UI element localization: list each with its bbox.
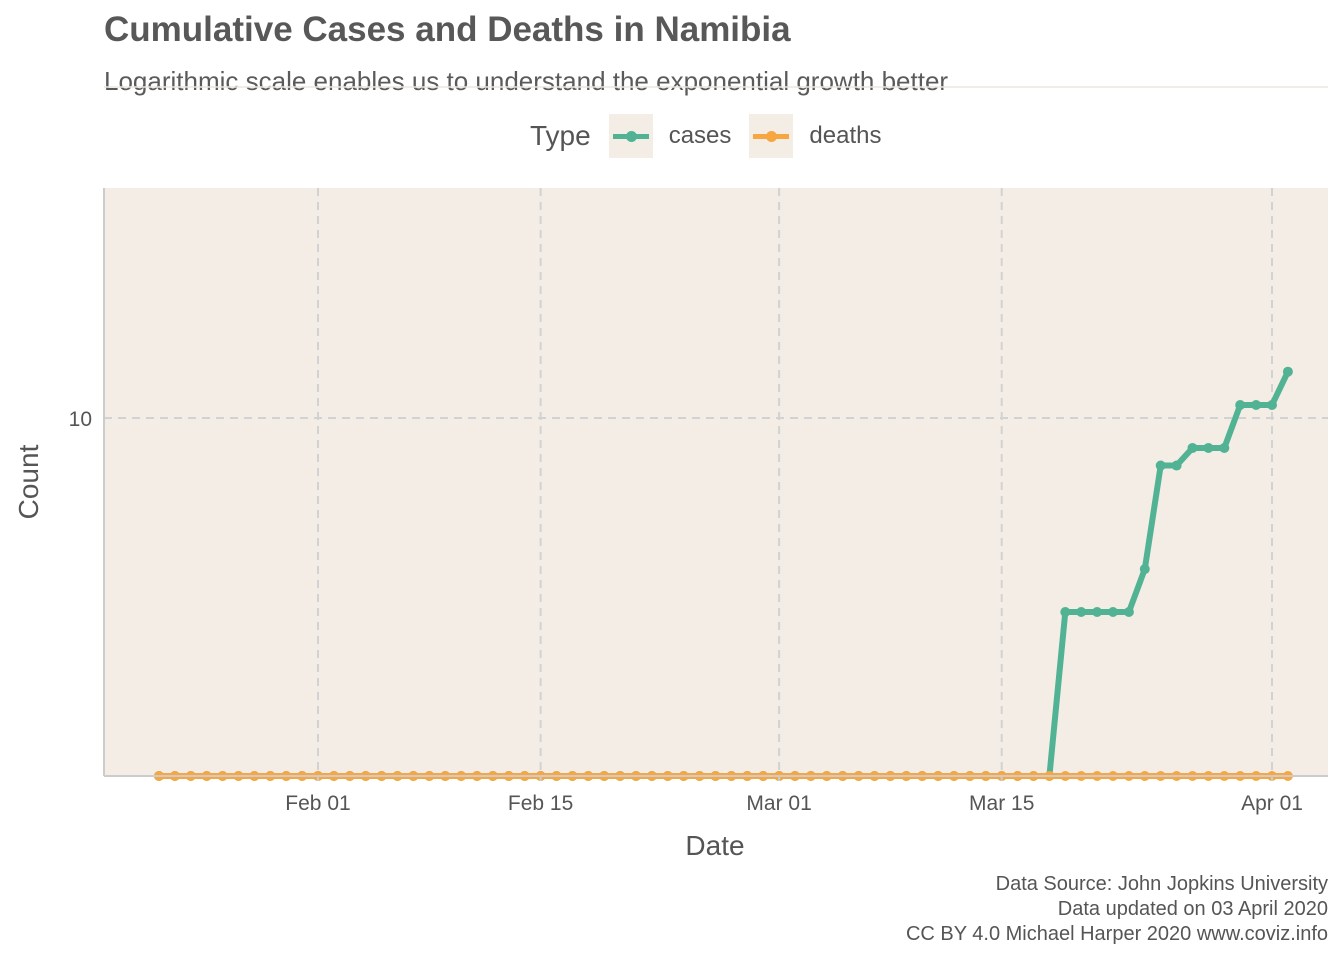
data-point-cases <box>1187 442 1198 453</box>
plot-panel <box>104 188 1328 776</box>
data-point-cases <box>1267 400 1277 411</box>
legend-item-cases: cases <box>608 114 732 158</box>
x-tick-label: Mar 15 <box>969 792 1034 815</box>
data-point-cases <box>1139 564 1150 575</box>
chart-subtitle: Logarithmic scale enables us to understa… <box>104 66 949 96</box>
chart-title: Cumulative Cases and Deaths in Namibia <box>104 10 791 49</box>
legend-item-deaths: deaths <box>749 114 881 158</box>
x-tick-label: Mar 01 <box>746 792 811 815</box>
data-point-cases <box>1235 400 1246 411</box>
legend-label-deaths: deaths <box>809 122 882 149</box>
y-tick-label: 10 <box>69 408 92 431</box>
data-point-cases <box>1155 460 1166 471</box>
y-axis-title: Count <box>13 444 44 519</box>
legend-key-deaths <box>749 114 794 158</box>
legend-title: Type <box>530 120 591 151</box>
x-axis-title: Date <box>685 830 744 861</box>
data-point-cases <box>1123 606 1134 617</box>
legend: Type cases deaths <box>530 114 899 158</box>
caption: Data Source: John Jopkins University Dat… <box>906 872 1328 947</box>
legend-label-cases: cases <box>668 122 732 149</box>
data-point-cases <box>1219 442 1230 453</box>
x-tick-label: Apr 01 <box>1241 792 1303 815</box>
data-point-cases <box>1282 366 1293 377</box>
x-tick-label: Feb 15 <box>508 792 573 815</box>
data-point-cases <box>1092 606 1103 617</box>
data-point-cases <box>1076 606 1087 617</box>
caption-source: Data Source: John Jopkins University <box>995 873 1328 895</box>
data-point-cases <box>1171 460 1182 471</box>
caption-license: CC BY 4.0 Michael Harper 2020 www.coviz.… <box>905 923 1328 945</box>
legend-key-cases <box>608 114 653 158</box>
data-point-cases <box>1203 442 1214 453</box>
caption-updated: Data updated on 03 April 2020 <box>1057 898 1328 920</box>
x-tick-label: Feb 01 <box>285 792 350 815</box>
data-point-cases <box>1108 606 1118 617</box>
data-point-cases <box>1251 400 1262 411</box>
data-point-cases <box>1060 606 1071 617</box>
